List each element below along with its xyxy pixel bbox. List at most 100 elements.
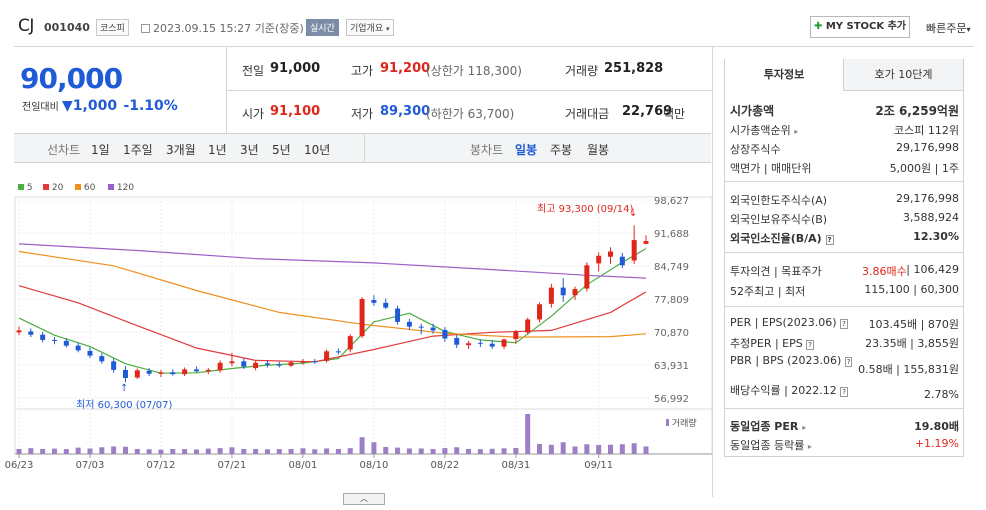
- volume-bar: [312, 449, 318, 454]
- volume-bar: [454, 447, 460, 454]
- tab-1w[interactable]: 1주일: [123, 143, 153, 157]
- candle-body: [75, 345, 81, 351]
- candle-body: [584, 265, 590, 289]
- candle-body: [276, 364, 282, 366]
- y-tick-label: 84,749: [654, 262, 689, 273]
- datetime-text: 2023.09.15 15:27: [153, 22, 252, 35]
- mcap-rank-value: 코스피 112위: [894, 124, 959, 137]
- candle-body: [253, 362, 259, 369]
- annotation-high: 최고 93,300 (09/14): [537, 204, 634, 215]
- volume-bar: [418, 448, 424, 454]
- current-price: 90,000: [20, 62, 123, 95]
- sector-rate-label[interactable]: 동일업종 등락률 ▸: [730, 437, 812, 453]
- volume-bar: [134, 448, 140, 454]
- chart-collapse-button[interactable]: ︿: [343, 493, 385, 505]
- panel-sep-2: [725, 252, 963, 253]
- sector-per-label[interactable]: 동일업종 PER ▸: [730, 418, 806, 434]
- volume-bar: [619, 444, 625, 454]
- volume-bar: [501, 448, 507, 454]
- mcap-value: 2조 6,259억원: [875, 104, 959, 118]
- tab-10y[interactable]: 10년: [304, 143, 331, 157]
- quick-order-link[interactable]: 빠른주문▾: [926, 20, 971, 36]
- candle-body: [430, 327, 436, 331]
- ma-legend-120: 120: [108, 183, 134, 193]
- div-text: 배당수익률 | 2022.12: [730, 384, 837, 397]
- sector-rate-text: 동일업종 등락률: [730, 439, 805, 452]
- candle-body: [16, 330, 22, 333]
- foreign-limit-label: 외국인한도주식수(A): [730, 194, 828, 207]
- y-tick-label: 56,992: [654, 394, 689, 405]
- volume-bar: [170, 448, 176, 454]
- candle-body: [170, 372, 176, 375]
- help-icon[interactable]: ?: [840, 319, 848, 329]
- x-tick-label: 08/10: [359, 460, 388, 471]
- help-icon[interactable]: ?: [825, 235, 834, 245]
- volume-bar: [111, 446, 117, 454]
- volume-bar: [193, 449, 199, 454]
- target-value: | 106,429: [906, 263, 959, 276]
- x-tick-label: 07/21: [218, 460, 247, 471]
- volume-bar: [63, 449, 69, 454]
- line-chart-label: 선차트: [47, 143, 81, 157]
- y-tick-label: 98,627: [654, 196, 689, 207]
- pbr-text: PBR | BPS (2023.06): [730, 354, 842, 367]
- volume-label: 거래량: [565, 64, 599, 78]
- volume-legend-label: 거래량: [671, 419, 697, 429]
- y-tick-label: 91,688: [654, 229, 689, 240]
- mcap-label: 시가총액: [730, 104, 775, 118]
- candle-body: [454, 338, 460, 345]
- open-value: 91,100: [270, 104, 321, 119]
- candle-body: [146, 370, 152, 374]
- company-info-label: 기업개요: [350, 24, 384, 34]
- annotation-low-arrow: ↑: [120, 383, 129, 394]
- mcap-rank-label[interactable]: 시가총액순위 ▸: [730, 122, 798, 138]
- help-icon[interactable]: ?: [844, 357, 853, 367]
- tab-weekly[interactable]: 주봉: [550, 143, 573, 157]
- chevron-right-icon: ▸: [807, 442, 812, 451]
- shares-label: 상장주식수: [730, 143, 781, 156]
- volume-bar: [584, 444, 590, 454]
- help-icon[interactable]: ?: [806, 340, 814, 350]
- x-tick-label: 07/12: [147, 460, 176, 471]
- chevron-right-icon: ▸: [802, 423, 807, 432]
- tab-3m[interactable]: 3개월: [166, 143, 196, 157]
- ma120-label: 120: [116, 183, 135, 193]
- help-icon[interactable]: ?: [840, 387, 849, 397]
- ma5-line: [18, 248, 647, 374]
- market-badge: 코스피: [96, 19, 129, 36]
- tab-invest-info[interactable]: 투자정보: [725, 59, 843, 91]
- tab-daily[interactable]: 일봉: [515, 143, 538, 157]
- opinion-label: 투자의견 | 목표주가: [730, 265, 822, 278]
- tab-3y[interactable]: 3년: [240, 143, 259, 157]
- ma-legend-20: 20: [43, 183, 63, 193]
- panel-sep-1: [725, 181, 963, 182]
- pbr-value: 0.58배 | 155,831원: [858, 363, 959, 376]
- tab-quote-10[interactable]: 호가 10단계: [843, 59, 963, 91]
- tab-monthly[interactable]: 월봉: [587, 143, 610, 157]
- candle-body: [241, 361, 247, 367]
- par-label: 액면가 | 매매단위: [730, 162, 812, 175]
- volume-bar: [596, 444, 602, 454]
- per-text: PER | EPS(2023.06): [730, 316, 837, 329]
- high-value: 91,200: [380, 61, 431, 76]
- candle-body: [572, 289, 578, 296]
- foreign-ratio-label: 외국인소진율(B/A) ?: [730, 230, 834, 246]
- candle-body: [99, 356, 105, 362]
- chevron-right-icon: ▸: [794, 127, 799, 136]
- candle-body: [122, 369, 128, 378]
- tab-1d[interactable]: 1일: [91, 143, 110, 157]
- ma120-swatch: [108, 184, 114, 190]
- volume-bar: [643, 446, 649, 454]
- company-info-dropdown[interactable]: 기업개요 ▾: [346, 19, 394, 36]
- realtime-badge[interactable]: 실시간: [306, 19, 339, 36]
- tab-1y[interactable]: 1년: [208, 143, 227, 157]
- volume-bar: [572, 446, 578, 454]
- quick-order-label: 빠른주문: [926, 22, 967, 35]
- prev-close-label: 전일: [242, 64, 265, 78]
- candle-body: [608, 251, 614, 257]
- tab-5y[interactable]: 5년: [272, 143, 291, 157]
- mystock-add-button[interactable]: ✚ MY STOCK 추가: [810, 16, 910, 38]
- x-tick-label: 08/01: [289, 460, 318, 471]
- candle-body: [489, 343, 495, 347]
- annotation-low: 최저 60,300 (07/07): [76, 400, 173, 411]
